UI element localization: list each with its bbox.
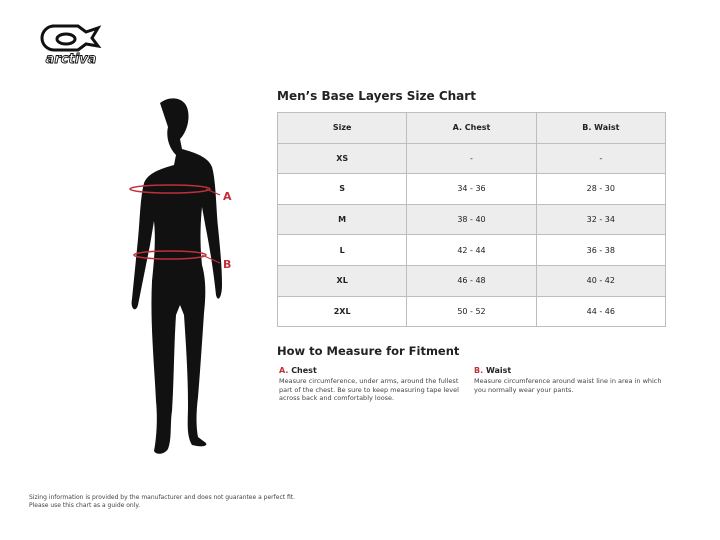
size-cell: XS <box>276 142 408 175</box>
disclaimer: Sizing information is provided by the ma… <box>29 494 295 510</box>
chest-cell: - <box>406 142 537 175</box>
chest-instructions: A. Chest Measure circumference, under ar… <box>279 366 469 403</box>
table-row: M 38 - 40 32 - 34 <box>276 203 667 236</box>
table-row: 2XL 50 - 52 44 - 46 <box>276 295 667 328</box>
waist-text: Measure circumference around waist line … <box>474 376 662 394</box>
column-header: Size <box>276 112 408 144</box>
svg-text:arctiva: arctiva <box>46 52 97 66</box>
marker-b: B <box>223 258 231 271</box>
chest-cell: 50 - 52 <box>406 295 537 328</box>
table-row: XL 46 - 48 40 - 42 <box>276 264 667 297</box>
chest-letter: A. <box>279 366 289 375</box>
body-silhouette: A B <box>129 98 232 454</box>
chest-cell: 34 - 36 <box>406 173 537 205</box>
disclaimer-line-1: Sizing information is provided by the ma… <box>29 494 296 501</box>
size-cell: M <box>276 203 408 236</box>
size-cell: XL <box>276 264 408 297</box>
waist-cell: 44 - 46 <box>535 295 667 328</box>
waist-cell: 40 - 42 <box>535 264 667 297</box>
marker-a: A <box>223 190 232 203</box>
size-cell: 2XL <box>276 295 408 328</box>
size-cell: L <box>276 234 408 266</box>
size-chart-table: Size A. Chest B. Waist XS - - S 34 - 36 28 - … <box>276 112 667 328</box>
waist-instructions: B. Waist Measure circumference around wa… <box>474 366 664 394</box>
chest-cell: 42 - 44 <box>406 234 537 266</box>
chest-text: Measure circumference, under arms, aroun… <box>279 376 459 403</box>
table-header-row: Size A. Chest B. Waist <box>276 112 667 144</box>
waist-cell: 32 - 34 <box>535 203 667 236</box>
waist-label: Waist <box>485 366 512 375</box>
disclaimer-line-2: Please use this chart as a guide only. <box>29 502 140 509</box>
chest-cell: 38 - 40 <box>406 203 537 236</box>
waist-cell: - <box>535 142 667 175</box>
table-row: L 42 - 44 36 - 38 <box>276 234 667 266</box>
chest-cell: 46 - 48 <box>406 264 537 297</box>
waist-cell: 36 - 38 <box>535 234 667 266</box>
waist-letter: B. <box>474 366 484 375</box>
column-header: A. Chest <box>406 112 537 144</box>
table-row: S 34 - 36 28 - 30 <box>276 173 667 205</box>
size-cell: S <box>276 173 408 205</box>
table-row: XS - - <box>276 142 667 175</box>
column-header: B. Waist <box>535 112 667 144</box>
arctiva-logo: arctiva <box>40 24 102 66</box>
waist-cell: 28 - 30 <box>535 173 667 205</box>
measure-title: How to Measure for Fitment <box>277 344 460 358</box>
chest-label: Chest <box>291 366 317 375</box>
size-chart-title: Men’s Base Layers Size Chart <box>277 89 476 103</box>
